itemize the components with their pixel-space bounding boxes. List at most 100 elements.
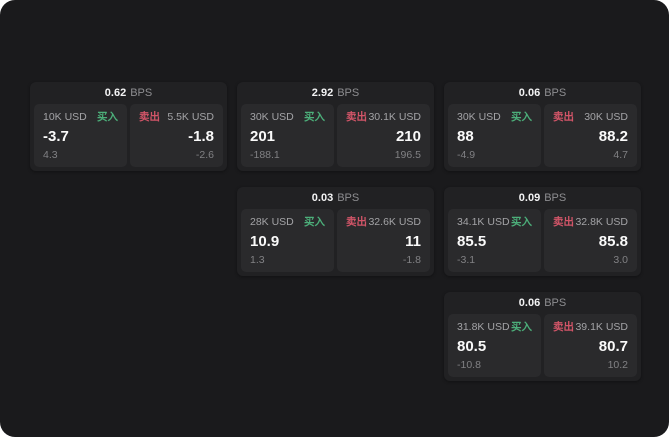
buy-side-label: 买入 [511,111,532,123]
buy-quote-panel[interactable]: 30K USD 买入 88 -4.9 [448,104,541,167]
bps-unit-label: BPS [337,192,360,204]
sell-size-label: 5.5K USD [167,111,214,123]
buy-price-value: 201 [250,128,276,145]
buy-size-label: 10K USD [43,111,87,123]
bps-unit-label: BPS [544,87,567,99]
spread-bps-value: 0.62 [104,87,127,99]
sell-side-label: 卖出 [346,216,367,228]
sell-quote-panel[interactable]: 卖出 30.1K USD 210 196.5 [337,104,430,167]
sell-panel-top: 卖出 32.8K USD [553,216,628,228]
spread-header: 0.06 BPS [448,82,637,104]
sell-quote-panel[interactable]: 卖出 32.8K USD 85.8 3.0 [544,209,637,272]
buy-quote-panel[interactable]: 30K USD 买入 201 -188.1 [241,104,334,167]
buy-side-label: 买入 [511,216,532,228]
sell-quote-panel[interactable]: 卖出 5.5K USD -1.8 -2.6 [130,104,223,167]
sell-price-value: 210 [395,128,421,145]
spread-header: 2.92 BPS [241,82,430,104]
quote-card: 0.09 BPS 34.1K USD 买入 85.5 -3.1 卖出 32.8K… [444,187,641,276]
spread-bps-value: 2.92 [311,87,334,99]
buy-quote-panel[interactable]: 10K USD 买入 -3.7 4.3 [34,104,127,167]
quote-panels: 10K USD 买入 -3.7 4.3 卖出 5.5K USD -1.8 -2.… [34,104,223,167]
sell-panel-top: 卖出 32.6K USD [346,216,421,228]
buy-price-value: 10.9 [250,233,280,250]
quote-card: 0.06 BPS 30K USD 买入 88 -4.9 卖出 30K USD 8… [444,82,641,171]
sell-side-label: 卖出 [553,111,574,123]
quote-card: 0.06 BPS 31.8K USD 买入 80.5 -10.8 卖出 39.1… [444,292,641,381]
sell-price-value: 88.2 [598,128,628,145]
sell-side-label: 卖出 [346,111,367,123]
spread-bps-value: 0.09 [518,192,541,204]
buy-price-value: 80.5 [457,338,487,355]
sell-panel-top: 卖出 30.1K USD [346,111,421,123]
buy-price-value: 88 [457,128,474,145]
spread-bps-value: 0.06 [518,297,541,309]
sell-size-label: 30.1K USD [368,111,421,123]
sell-price-value: 11 [405,233,421,250]
buy-quote-panel[interactable]: 34.1K USD 买入 85.5 -3.1 [448,209,541,272]
quote-card: 0.03 BPS 28K USD 买入 10.9 1.3 卖出 32.6K US… [237,187,434,276]
sell-quote-panel[interactable]: 卖出 30K USD 88.2 4.7 [544,104,637,167]
bps-unit-label: BPS [544,192,567,204]
buy-sub-value: -4.9 [457,149,476,161]
buy-size-label: 30K USD [250,111,294,123]
sell-sub-value: -2.6 [195,149,214,161]
buy-price-value: -3.7 [43,128,69,145]
sell-side-label: 卖出 [139,111,160,123]
quote-panels: 31.8K USD 买入 80.5 -10.8 卖出 39.1K USD 80.… [448,314,637,377]
quote-panels: 30K USD 买入 88 -4.9 卖出 30K USD 88.2 4.7 [448,104,637,167]
quote-grid: 0.62 BPS 10K USD 买入 -3.7 4.3 卖出 5.5K USD… [30,82,641,381]
buy-side-label: 买入 [304,216,325,228]
buy-quote-panel[interactable]: 31.8K USD 买入 80.5 -10.8 [448,314,541,377]
buy-size-label: 30K USD [457,111,501,123]
spread-header: 0.06 BPS [448,292,637,314]
sell-sub-value: 10.2 [607,359,628,371]
spread-header: 0.62 BPS [34,82,223,104]
sell-sub-value: 4.7 [613,149,628,161]
quote-panels: 30K USD 买入 201 -188.1 卖出 30.1K USD 210 1… [241,104,430,167]
quote-panels: 28K USD 买入 10.9 1.3 卖出 32.6K USD 11 -1.8 [241,209,430,272]
sell-price-value: 85.8 [598,233,628,250]
sell-sub-value: -1.8 [402,254,421,266]
sell-panel-top: 卖出 30K USD [553,111,628,123]
sell-price-value: -1.8 [188,128,214,145]
spread-header: 0.03 BPS [241,187,430,209]
sell-sub-value: 196.5 [394,149,421,161]
buy-side-label: 买入 [511,321,532,333]
buy-price-value: 85.5 [457,233,487,250]
buy-panel-top: 10K USD 买入 [43,111,118,123]
spread-header: 0.09 BPS [448,187,637,209]
sell-price-value: 80.7 [598,338,628,355]
spread-bps-value: 0.06 [518,87,541,99]
buy-sub-value: -188.1 [250,149,280,161]
sell-size-label: 39.1K USD [575,321,628,333]
sell-quote-panel[interactable]: 卖出 39.1K USD 80.7 10.2 [544,314,637,377]
buy-sub-value: 4.3 [43,149,58,161]
spread-bps-value: 0.03 [311,192,334,204]
bps-unit-label: BPS [130,87,153,99]
sell-sub-value: 3.0 [613,254,628,266]
buy-panel-top: 30K USD 买入 [250,111,325,123]
sell-side-label: 卖出 [553,216,574,228]
buy-panel-top: 28K USD 买入 [250,216,325,228]
bps-unit-label: BPS [544,297,567,309]
buy-panel-top: 31.8K USD 买入 [457,321,532,333]
sell-panel-top: 卖出 5.5K USD [139,111,214,123]
buy-quote-panel[interactable]: 28K USD 买入 10.9 1.3 [241,209,334,272]
sell-size-label: 30K USD [584,111,628,123]
buy-size-label: 28K USD [250,216,294,228]
buy-sub-value: -10.8 [457,359,481,371]
buy-panel-top: 30K USD 买入 [457,111,532,123]
sell-size-label: 32.8K USD [575,216,628,228]
buy-sub-value: -3.1 [457,254,476,266]
quote-card: 2.92 BPS 30K USD 买入 201 -188.1 卖出 30.1K … [237,82,434,171]
buy-size-label: 31.8K USD [457,321,510,333]
sell-quote-panel[interactable]: 卖出 32.6K USD 11 -1.8 [337,209,430,272]
buy-sub-value: 1.3 [250,254,265,266]
buy-side-label: 买入 [97,111,118,123]
sell-side-label: 卖出 [553,321,574,333]
sell-panel-top: 卖出 39.1K USD [553,321,628,333]
buy-side-label: 买入 [304,111,325,123]
quote-card: 0.62 BPS 10K USD 买入 -3.7 4.3 卖出 5.5K USD… [30,82,227,171]
buy-panel-top: 34.1K USD 买入 [457,216,532,228]
